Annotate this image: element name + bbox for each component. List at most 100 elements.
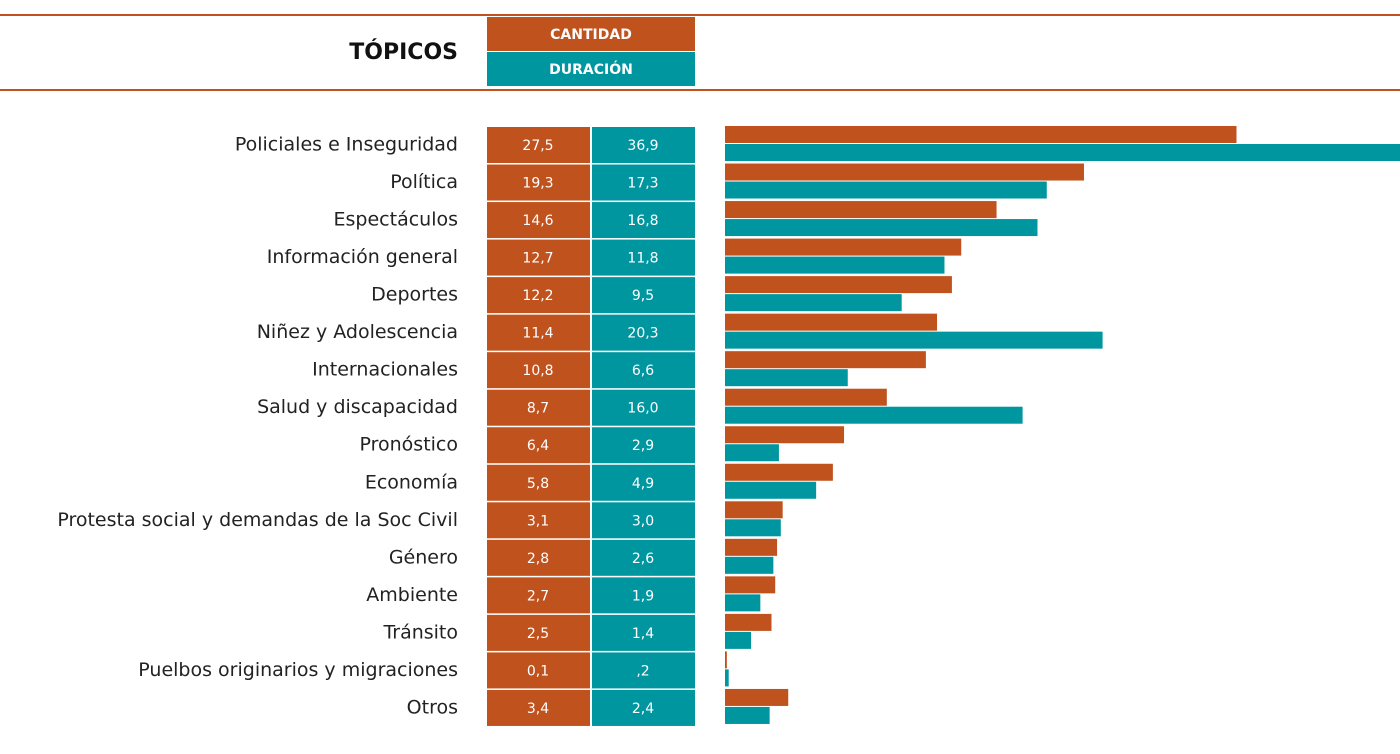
bar (725, 501, 783, 519)
bar (725, 576, 776, 594)
bar (725, 669, 729, 687)
bar (725, 481, 817, 499)
bar (725, 688, 789, 706)
value-label: 17,3 (627, 176, 658, 192)
chart-title: TÓPICOS (349, 39, 458, 65)
legend-label: CANTIDAD (550, 27, 632, 43)
bar (725, 256, 945, 274)
legend-swatch (487, 17, 695, 51)
value-label: 12,2 (522, 288, 553, 304)
bar (725, 331, 1103, 349)
bar (725, 556, 774, 574)
table-cell (487, 352, 590, 389)
table-cell (487, 464, 590, 501)
category-label: Otros (407, 696, 458, 718)
value-label: 2,5 (527, 626, 549, 642)
table-cell (487, 239, 590, 276)
bar (725, 651, 727, 669)
bar (725, 519, 781, 537)
table-cell (487, 652, 590, 689)
value-label: 8,7 (527, 401, 549, 417)
category-label: Tránsito (382, 621, 458, 643)
bar (725, 406, 1023, 424)
value-label: 3,4 (527, 701, 549, 717)
value-label: 2,8 (527, 551, 549, 567)
bar (725, 444, 779, 462)
table-cell (592, 314, 695, 351)
legend-swatch (487, 52, 695, 86)
table-cell (592, 427, 695, 464)
value-label: 14,6 (522, 213, 553, 229)
table-cell (592, 502, 695, 539)
category-label: Espectáculos (334, 209, 458, 231)
category-label: Economía (365, 471, 458, 493)
value-label: 10,8 (522, 363, 553, 379)
value-label: 12,7 (522, 251, 553, 267)
bar (725, 426, 845, 444)
bar (725, 594, 761, 612)
bar (725, 294, 902, 312)
value-label: 2,9 (632, 438, 654, 454)
value-label: 11,4 (522, 326, 553, 342)
category-label: Policiales e Inseguridad (235, 134, 458, 156)
table-cell (487, 502, 590, 539)
table-cell (592, 202, 695, 239)
table-cell (592, 239, 695, 276)
table-cell (592, 352, 695, 389)
bar (725, 126, 1237, 143)
category-label: Información general (267, 246, 458, 268)
table-cell (487, 577, 590, 614)
value-label: 6,6 (632, 363, 654, 379)
table-cell (487, 689, 590, 726)
table-cell (592, 277, 695, 314)
category-label: Ambiente (366, 584, 458, 606)
table-cell (487, 314, 590, 351)
value-label: 20,3 (627, 326, 658, 342)
table-cell (592, 464, 695, 501)
category-label: Protesta social y demandas de la Soc Civ… (57, 509, 458, 531)
value-label: 19,3 (522, 176, 553, 192)
table-cell (592, 652, 695, 689)
bar (725, 219, 1038, 237)
bar (725, 351, 926, 369)
value-label: 2,7 (527, 588, 549, 604)
table-cell (592, 614, 695, 651)
category-label: Internacionales (312, 359, 458, 381)
value-label: 16,0 (627, 401, 658, 417)
bar (725, 276, 952, 294)
table-cell (487, 127, 590, 163)
value-label: 6,4 (527, 438, 549, 454)
category-label: Puelbos originarios y migraciones (138, 659, 458, 681)
category-label: Salud y discapacidad (257, 396, 458, 418)
bar (725, 144, 1400, 161)
bar (725, 706, 770, 724)
bar (725, 238, 962, 256)
bar (725, 181, 1047, 199)
bar (725, 201, 997, 219)
table-cell (487, 389, 590, 426)
value-label: 2,6 (632, 551, 654, 567)
table-cell (487, 539, 590, 576)
value-label: ,2 (636, 663, 649, 679)
category-label: Política (390, 171, 458, 193)
value-label: 3,1 (527, 513, 549, 529)
bar (725, 463, 833, 481)
value-label: 5,8 (527, 476, 549, 492)
category-label: Género (389, 546, 458, 568)
category-label: Deportes (371, 284, 458, 306)
value-label: 1,9 (632, 588, 654, 604)
bar (725, 538, 778, 556)
bar (725, 613, 772, 631)
value-label: 4,9 (632, 476, 654, 492)
bar (725, 388, 887, 406)
table-cell (592, 389, 695, 426)
value-label: 3,0 (632, 513, 654, 529)
table-cell (592, 577, 695, 614)
category-label: Pronóstico (359, 434, 458, 456)
bar (725, 313, 938, 331)
value-label: 0,1 (527, 663, 549, 679)
value-label: 27,5 (522, 138, 553, 154)
table-cell (592, 127, 695, 163)
bar (725, 163, 1084, 181)
table-cell (487, 277, 590, 314)
